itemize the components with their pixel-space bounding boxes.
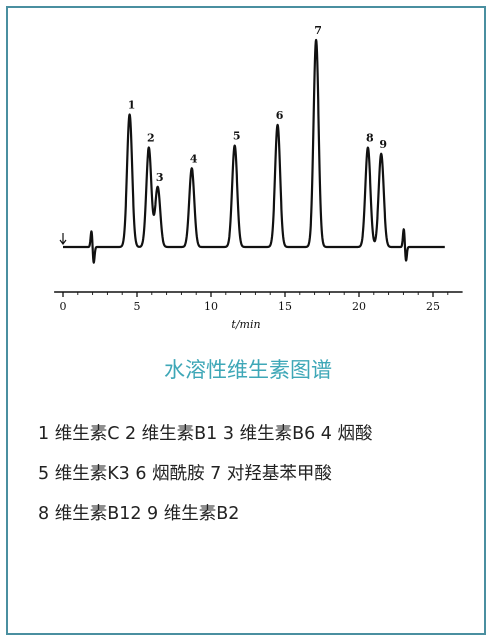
legend-line-2: 5 维生素K3 6 烟酰胺 7 对羟基苯甲酸 [38, 464, 332, 484]
x-tick-label: 25 [426, 300, 440, 313]
peak-label: 8 [366, 132, 374, 145]
x-tick-label: 15 [278, 300, 292, 313]
peak-label: 3 [156, 171, 164, 184]
x-tick-label: 0 [60, 300, 67, 313]
x-tick-label: 20 [352, 300, 366, 313]
peak-label: 1 [128, 99, 136, 112]
peak-label: 7 [314, 24, 322, 37]
legend-line-1: 1 维生素C 2 维生素B1 3 维生素B6 4 烟酸 [38, 424, 373, 444]
chart-caption: 水溶性维生素图谱 [164, 358, 332, 382]
chromatogram-chart: 1 2 3 4 5 6 7 8 9 0 5 10 15 20 25 t/min [54, 24, 463, 331]
peak-label: 9 [379, 138, 387, 151]
injection-marker [59, 233, 67, 245]
x-tick-label: 10 [204, 300, 218, 313]
peak-label: 5 [233, 130, 241, 143]
peak-label: 6 [276, 109, 284, 122]
chromatogram-trace [62, 38, 446, 264]
peak-label: 2 [147, 132, 155, 145]
x-axis-label: t/min [231, 318, 260, 331]
x-tick-label: 5 [134, 300, 141, 313]
peak-label: 4 [190, 152, 198, 165]
legend-line-3: 8 维生素B12 9 维生素B2 [38, 504, 240, 524]
